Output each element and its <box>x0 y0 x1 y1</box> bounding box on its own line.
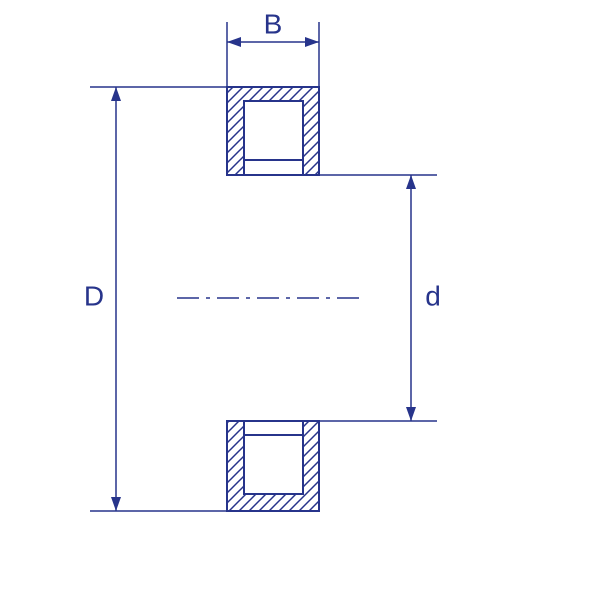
bearing-cross-section-diagram: B Dd <box>0 0 600 600</box>
roller-bottom <box>244 435 303 494</box>
dimension-label-B: B <box>264 8 283 39</box>
roller-top <box>244 101 303 160</box>
dimension-label-D: D <box>84 280 104 311</box>
dimension-label-d: d <box>425 280 441 311</box>
